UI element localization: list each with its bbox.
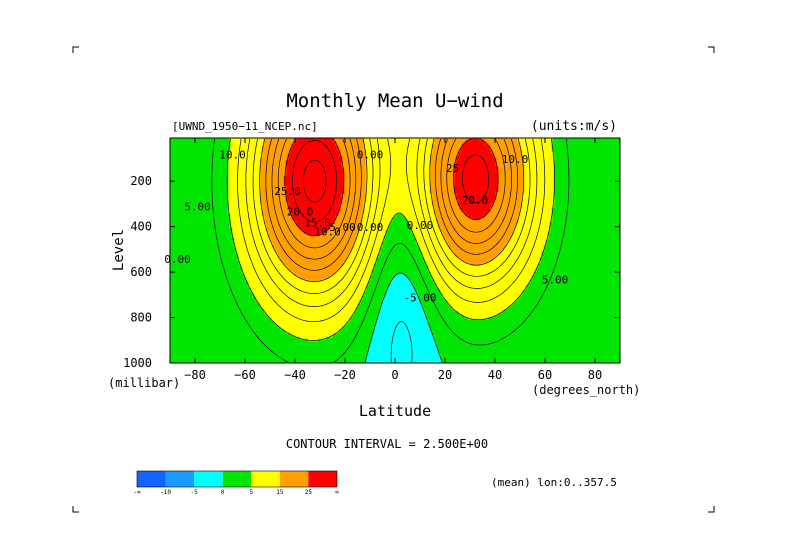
contour-line	[364, 272, 443, 363]
corner-mark-top-left	[72, 46, 79, 53]
colorbar-label: 15	[276, 489, 284, 496]
contour-label: 0.00	[357, 148, 384, 161]
x-axis-units: (degrees_north)	[532, 383, 640, 397]
contour-label: 0.00	[164, 253, 191, 266]
y-tick-label: 400	[130, 220, 152, 234]
contour-label: 10.0	[219, 148, 246, 161]
contour-line	[245, 138, 538, 307]
colorbar-label: 25	[305, 489, 313, 496]
x-tick-label: 20	[438, 368, 452, 382]
contour-interval-text: CONTOUR INTERVAL = 2.500E+00	[286, 437, 488, 451]
colorbar-label: 5	[249, 489, 253, 496]
y-tick-label: 800	[130, 311, 152, 325]
contour-line	[259, 138, 525, 282]
colorbar-label: ∞	[335, 489, 339, 496]
corner-mark-bottom-right	[708, 506, 715, 513]
x-tick-label: 60	[538, 368, 552, 382]
corner-marks	[72, 46, 715, 513]
contour-line	[237, 138, 546, 323]
contour-labels: 10.025.020.015.010.05.00 0.005.000.000.00…	[164, 148, 568, 304]
contour-line	[271, 138, 512, 260]
colorbar-swatch	[251, 471, 280, 487]
y-axis-label: Level	[111, 229, 127, 271]
x-tick-label: −20	[334, 368, 356, 382]
x-tick-label: 40	[488, 368, 502, 382]
contour-label: 10.0	[314, 226, 341, 239]
contour-label: 0.00	[407, 219, 434, 232]
colorbar: -∞ -10 -5 0 5 15 25 ∞	[133, 470, 339, 496]
colorbar-swatch	[308, 471, 337, 487]
units-label: (units:m/s)	[531, 119, 617, 134]
contour-line	[226, 138, 555, 341]
contour-line	[277, 138, 506, 249]
contour-label: 5.00	[329, 221, 356, 234]
contour-label: 25.0	[274, 185, 301, 198]
contour-label: 5.00	[184, 201, 211, 214]
contour-label: 20.0	[287, 205, 314, 218]
contour-line	[292, 140, 490, 223]
x-tick-label: 0	[391, 368, 398, 382]
colorbar-label: -∞	[133, 489, 141, 496]
contour-line	[302, 159, 327, 203]
contour-label: -5.00	[403, 292, 436, 305]
x-tick-label: −80	[184, 368, 206, 382]
colorbar-swatch	[222, 471, 252, 487]
contour-label: 20.0	[462, 194, 489, 207]
colorbar-swatch	[137, 471, 166, 487]
x-tick-label: −60	[234, 368, 256, 382]
y-axis-units: (millibar)	[108, 376, 180, 390]
colorbar-label: 0	[221, 489, 225, 496]
contour-label: 5.00	[542, 273, 569, 286]
contour-line	[252, 138, 531, 294]
contour-line	[265, 138, 518, 271]
colorbar-label: -10	[160, 489, 171, 496]
contour-line	[390, 321, 413, 363]
contour-label: 10.0	[502, 153, 529, 166]
dataset-label: [UWND_1950−11_NCEP.nc]	[172, 120, 318, 133]
corner-mark-top-right	[708, 46, 715, 53]
y-tick-label: 1000	[123, 356, 152, 370]
plot-area: 10.025.020.015.010.05.00 0.005.000.000.00…	[164, 137, 621, 364]
colorbar-swatch	[279, 471, 309, 487]
y-axis: 200 400 600 800 1000	[123, 174, 620, 370]
x-tick-label: −40	[284, 368, 306, 382]
averaging-note: (mean) lon:0..357.5	[491, 476, 617, 489]
x-axis: −80 −60 −40 −20 0 20 40 60 80	[184, 138, 602, 382]
colorbar-swatch	[165, 471, 195, 487]
x-tick-label: 80	[588, 368, 602, 382]
contour-line	[211, 138, 570, 363]
colorbar-frame	[136, 470, 338, 488]
colorbar-label: -5	[191, 489, 199, 496]
contour-label: 25	[446, 162, 459, 175]
contour-label: 0.00	[357, 221, 384, 234]
chart-title: Monthly Mean U−wind	[286, 90, 503, 112]
y-tick-label: 200	[130, 174, 152, 188]
colorbar-swatch	[194, 471, 223, 487]
contour-label: 15.0	[304, 217, 331, 230]
x-axis-label: Latitude	[359, 402, 431, 420]
corner-mark-bottom-left	[72, 506, 79, 513]
y-tick-label: 600	[130, 265, 152, 279]
contour-lines	[211, 138, 570, 363]
